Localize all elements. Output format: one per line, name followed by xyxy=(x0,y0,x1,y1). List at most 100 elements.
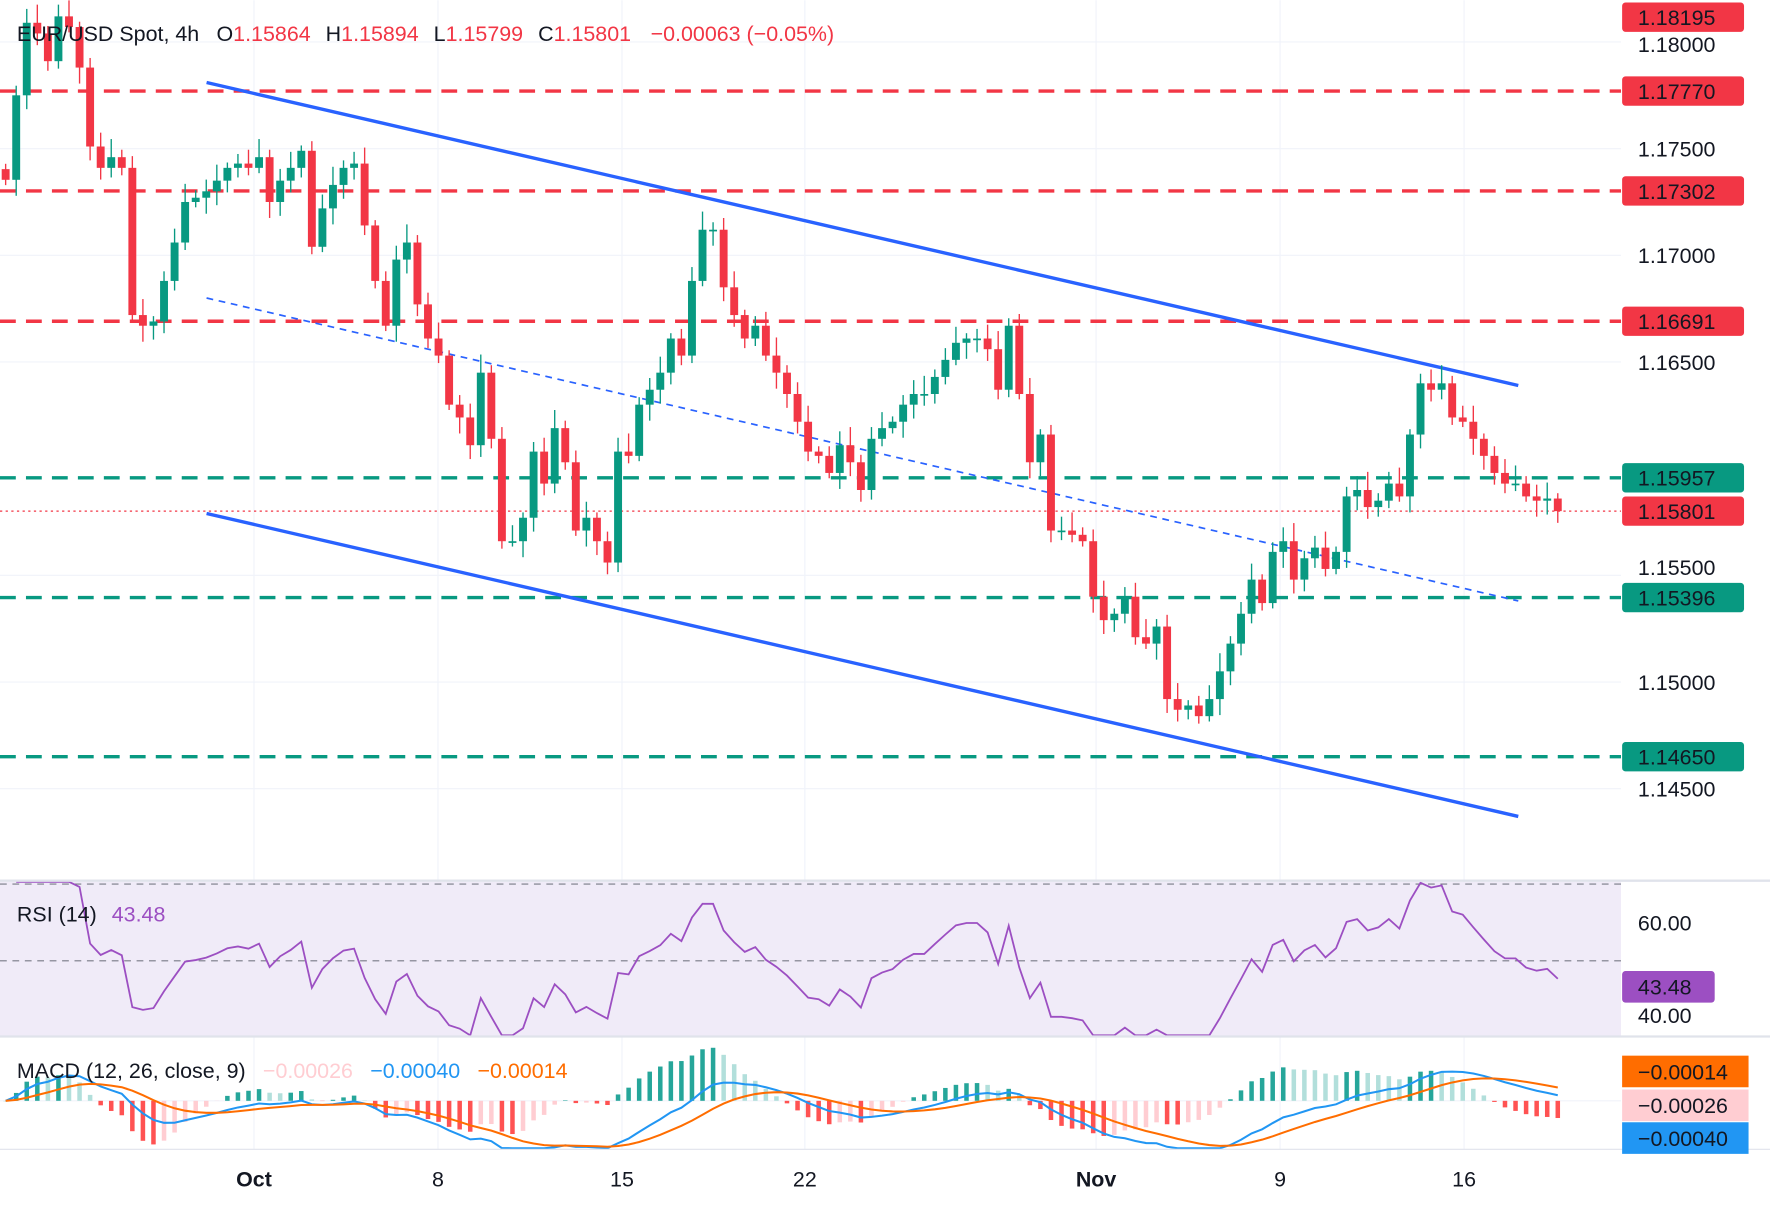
candle xyxy=(265,149,274,218)
candle xyxy=(550,409,559,494)
macd-histogram-bar xyxy=(1492,1100,1497,1102)
macd-histogram-bar xyxy=(277,1093,283,1101)
candle xyxy=(677,328,686,366)
candle-body xyxy=(1025,393,1034,463)
candle xyxy=(1078,527,1087,547)
macd-histogram-bar xyxy=(584,1100,589,1103)
candle-body xyxy=(983,338,992,350)
symbol-label[interactable]: EUR/USD Spot, 4h xyxy=(17,22,199,46)
time-axis[interactable]: Oct 8 15 22 Nov 9 16 xyxy=(236,1168,1476,1192)
change-value: −0.00063 (−0.05%) xyxy=(651,22,835,46)
macd-histogram-bar xyxy=(172,1100,177,1133)
candle-body xyxy=(170,242,179,281)
candle-body xyxy=(1448,383,1457,418)
macd-histogram-bar xyxy=(499,1100,505,1132)
time-tick-label: Nov xyxy=(1076,1168,1117,1192)
macd-histogram-bar xyxy=(964,1083,969,1101)
candle xyxy=(117,149,126,176)
macd-histogram-bar xyxy=(309,1099,315,1101)
candle-body xyxy=(867,438,876,491)
price-tick-label: 1.17000 xyxy=(1638,244,1716,268)
rsi-tick-label: 60.00 xyxy=(1638,911,1692,935)
trendlines[interactable] xyxy=(206,80,1519,819)
candle-body xyxy=(286,167,295,181)
channel-lower-trendline xyxy=(206,511,1519,819)
macd-histogram-bar xyxy=(742,1074,748,1101)
chart-header: EUR/USD Spot, 4h O1.15864 H1.15894 L1.15… xyxy=(17,22,834,46)
candle-body xyxy=(1342,496,1351,552)
macd-histogram-bar xyxy=(351,1095,357,1101)
open-value: 1.15864 xyxy=(233,22,311,46)
macd-histogram-bar xyxy=(330,1099,336,1101)
candle-body xyxy=(603,541,612,563)
macd-histogram-bar xyxy=(1481,1095,1487,1101)
candle xyxy=(994,331,1003,400)
candle xyxy=(297,145,306,178)
macd-histogram-bar xyxy=(204,1100,209,1107)
price-tick-label: 1.15500 xyxy=(1638,556,1716,580)
macd-histogram-bar xyxy=(267,1092,272,1101)
time-tick-label: 9 xyxy=(1274,1168,1286,1192)
support-level-label: 1.14650 xyxy=(1638,746,1716,770)
candle xyxy=(666,333,675,385)
candle xyxy=(1300,550,1309,592)
candle-body xyxy=(128,167,137,316)
low-value: 1.15799 xyxy=(446,22,523,46)
candle-body xyxy=(223,167,232,181)
candle xyxy=(371,220,380,289)
candle-body xyxy=(392,259,401,326)
macd-histogram-bar xyxy=(1418,1071,1423,1101)
signal-line xyxy=(5,1077,1558,1148)
candle xyxy=(1057,516,1066,541)
macd-histogram-bar xyxy=(943,1087,948,1101)
macd-axis-label-bg xyxy=(1622,1055,1749,1088)
candle xyxy=(223,162,232,193)
candle xyxy=(1258,574,1267,611)
support-level-label: 1.15957 xyxy=(1638,467,1716,491)
candle xyxy=(181,183,190,250)
candle xyxy=(1522,476,1531,502)
candle-body xyxy=(561,428,570,463)
close-label: C xyxy=(538,22,553,46)
candle-body xyxy=(592,517,601,542)
resistance-level-label: 1.17770 xyxy=(1638,80,1716,104)
candle xyxy=(255,139,264,174)
macd-histogram-bar xyxy=(1249,1081,1254,1101)
candle-body xyxy=(1374,500,1383,508)
macd-histogram-bar xyxy=(1185,1100,1191,1123)
candle-body xyxy=(856,462,865,491)
candle-body xyxy=(1427,383,1436,390)
macd-histogram-bar xyxy=(795,1100,800,1111)
high-price-label-bg xyxy=(1622,2,1745,32)
candle xyxy=(582,501,591,547)
candle-body xyxy=(1406,434,1414,497)
candle-body xyxy=(297,150,306,168)
candle-body xyxy=(1363,490,1372,508)
price-axis[interactable]: 1.17770 1.17302 1.16691 1.15957 1.15396 1.146… xyxy=(1622,2,1749,1154)
resistance-level-label-bg xyxy=(1622,306,1745,336)
candle-body xyxy=(550,428,559,484)
candle xyxy=(740,309,749,349)
candle-body xyxy=(160,280,168,322)
macd-histogram-bar xyxy=(235,1092,241,1101)
candle xyxy=(635,397,644,462)
macd-histogram-bar xyxy=(710,1047,716,1101)
candle xyxy=(1142,619,1150,649)
macd-histogram-bar xyxy=(1460,1082,1466,1101)
price-tick-label: 1.16500 xyxy=(1638,351,1716,375)
candle xyxy=(1395,467,1404,502)
candle-body xyxy=(1395,483,1404,497)
macd-histogram-bar xyxy=(552,1100,557,1105)
candle xyxy=(1163,614,1172,713)
candle-body xyxy=(740,315,749,339)
macd-histogram-bar xyxy=(3,1100,8,1102)
rsi-band xyxy=(0,881,1621,1037)
candle-body xyxy=(244,163,253,168)
macd-histogram-bar xyxy=(66,1076,72,1101)
candle-body xyxy=(656,372,665,390)
candle-body xyxy=(86,67,95,147)
candle xyxy=(1089,529,1098,613)
candle-body xyxy=(1511,483,1520,486)
macd-histogram-bar xyxy=(425,1100,431,1120)
